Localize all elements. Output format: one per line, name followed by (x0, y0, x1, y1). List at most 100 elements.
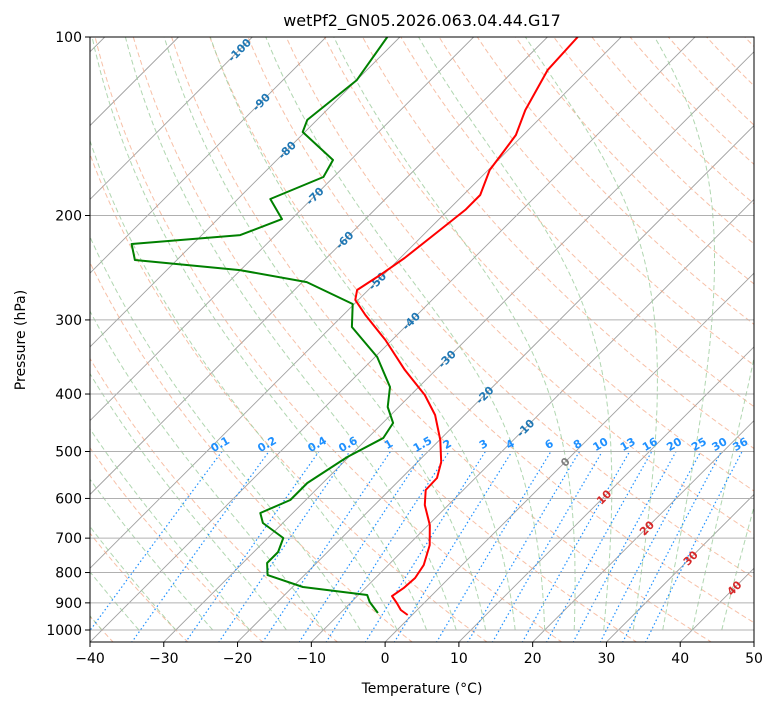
dry-adiabat-line (591, 37, 754, 205)
mixing-ratio-line (572, 451, 677, 642)
moist-adiabat-line (90, 372, 287, 631)
y-axis: 100 200 300 400 500 600 700 800 900 1000 (46, 30, 90, 639)
mixing-ratio-line (393, 451, 513, 642)
moist-adiabat-line (524, 37, 658, 631)
x-tick-label: −30 (149, 651, 179, 667)
isotherm-label: -30 (436, 347, 459, 370)
dry-adiabat-line (706, 37, 754, 87)
isotherm-label: -40 (400, 309, 423, 332)
dry-adiabat-line (94, 37, 563, 642)
dry-adiabat-line (515, 37, 754, 285)
y-tick-label: 600 (55, 491, 82, 507)
mixing-ratio-line (185, 451, 320, 642)
mixing-ratio-line (622, 451, 722, 642)
isotherm-line (90, 37, 253, 200)
x-tick-label: −40 (75, 651, 105, 667)
dry-adiabat-line (90, 261, 413, 642)
moist-adiabat-line (333, 37, 576, 630)
dry-adiabat-line (438, 37, 754, 366)
dry-adiabat-line (667, 37, 754, 126)
isotherm-line (458, 346, 754, 642)
isotherm-label: -70 (303, 184, 326, 207)
mixing-ratio-line (262, 451, 391, 642)
x-axis-label: Temperature (°C) (361, 681, 483, 697)
moist-adiabat-line (90, 235, 361, 631)
mixing-ratio-label: 3 (477, 437, 490, 452)
dry-adiabat-line (362, 37, 754, 450)
mixing-ratio-label: 2 (441, 437, 454, 452)
isotherm-label: 0 (558, 455, 573, 470)
y-tick-label: 800 (55, 566, 82, 582)
x-tick-label: 50 (745, 651, 763, 667)
isotherm-label: 20 (637, 518, 657, 538)
pressure-gridlines (90, 36, 754, 631)
background-lines (90, 37, 754, 642)
isotherm-line (605, 493, 754, 642)
moist-adiabat-line (90, 139, 398, 631)
mixing-ratio-line (645, 451, 743, 642)
isotherm-line (532, 420, 754, 642)
x-axis: −40 −30 −20 −10 0 10 20 30 40 50 (75, 642, 763, 667)
plot-frame (89, 36, 755, 643)
y-tick-label: 900 (55, 596, 82, 612)
moist-adiabat-line (654, 37, 715, 631)
dry-adiabat-line (285, 37, 754, 535)
x-tick-label: 20 (524, 651, 542, 667)
isotherm-line (384, 272, 754, 642)
dry-adiabat-line (209, 37, 754, 624)
mixing-ratio-line (325, 451, 450, 642)
dry-adiabat-line (90, 152, 488, 642)
y-tick-label: 200 (55, 209, 82, 225)
x-tick-label: −10 (297, 651, 327, 667)
mixing-ratio-line (599, 451, 702, 642)
y-tick-label: 400 (55, 387, 82, 403)
moist-adiabat-line (163, 37, 487, 631)
x-tick-label: −20 (223, 651, 253, 667)
x-tick-label: 40 (671, 651, 689, 667)
isotherm-line (90, 37, 622, 569)
isotherm-line (163, 51, 754, 642)
moist-adiabat-line (691, 355, 754, 631)
moist-adiabat-line (124, 37, 457, 631)
moist-adiabat-line (90, 310, 324, 631)
y-tick-label: 500 (55, 444, 82, 460)
temperature-profile-line (354, 37, 579, 616)
isotherm-line (753, 641, 754, 642)
isotherm-line (90, 37, 474, 422)
dry-adiabat-line (171, 37, 713, 642)
x-tick-label: 0 (381, 651, 390, 667)
y-tick-label: 100 (55, 30, 82, 46)
moist-adiabat-line (209, 37, 516, 631)
isotherm-line (310, 198, 754, 642)
mixing-ratio-line (90, 451, 223, 632)
isotherm-label: -10 (514, 416, 537, 439)
mixing-ratio-line (298, 451, 425, 642)
dry-adiabat-line (323, 37, 754, 492)
chart-title: wetPf2_GN05.2026.063.04.44.G17 (283, 11, 561, 31)
isotherm-line (90, 37, 548, 496)
moist-adiabat-line (91, 37, 428, 631)
moist-adiabat-line (721, 505, 754, 631)
profiles (130, 37, 579, 616)
dewpoint-profile-line (130, 37, 395, 614)
line-labels: 0.1 0.2 0.4 0.6 1 1.5 2 3 4 6 8 10 13 16 20 25 30 36-100-… (209, 36, 751, 598)
mixing-ratio-line (436, 451, 552, 642)
moist-adiabat-line (418, 37, 613, 631)
isotherm-line (236, 124, 754, 642)
dry-adiabat-line (90, 357, 339, 642)
mixing-ratio-label: 1 (382, 437, 395, 452)
isotherm-label: -100 (225, 36, 254, 65)
isotherm-line (90, 37, 327, 274)
mixing-ratio-line (131, 451, 270, 642)
mixing-ratio-line (467, 451, 581, 642)
dry-adiabat-line (247, 37, 754, 579)
isotherm-label: -60 (333, 228, 356, 251)
y-axis-label: Pressure (hPa) (13, 290, 29, 390)
moist-adiabat-line (90, 427, 250, 631)
y-tick-label: 300 (55, 313, 82, 329)
mixing-ratio-line (218, 451, 351, 642)
mixing-ratio-line (521, 451, 631, 642)
mixing-ratio-line (546, 451, 653, 642)
